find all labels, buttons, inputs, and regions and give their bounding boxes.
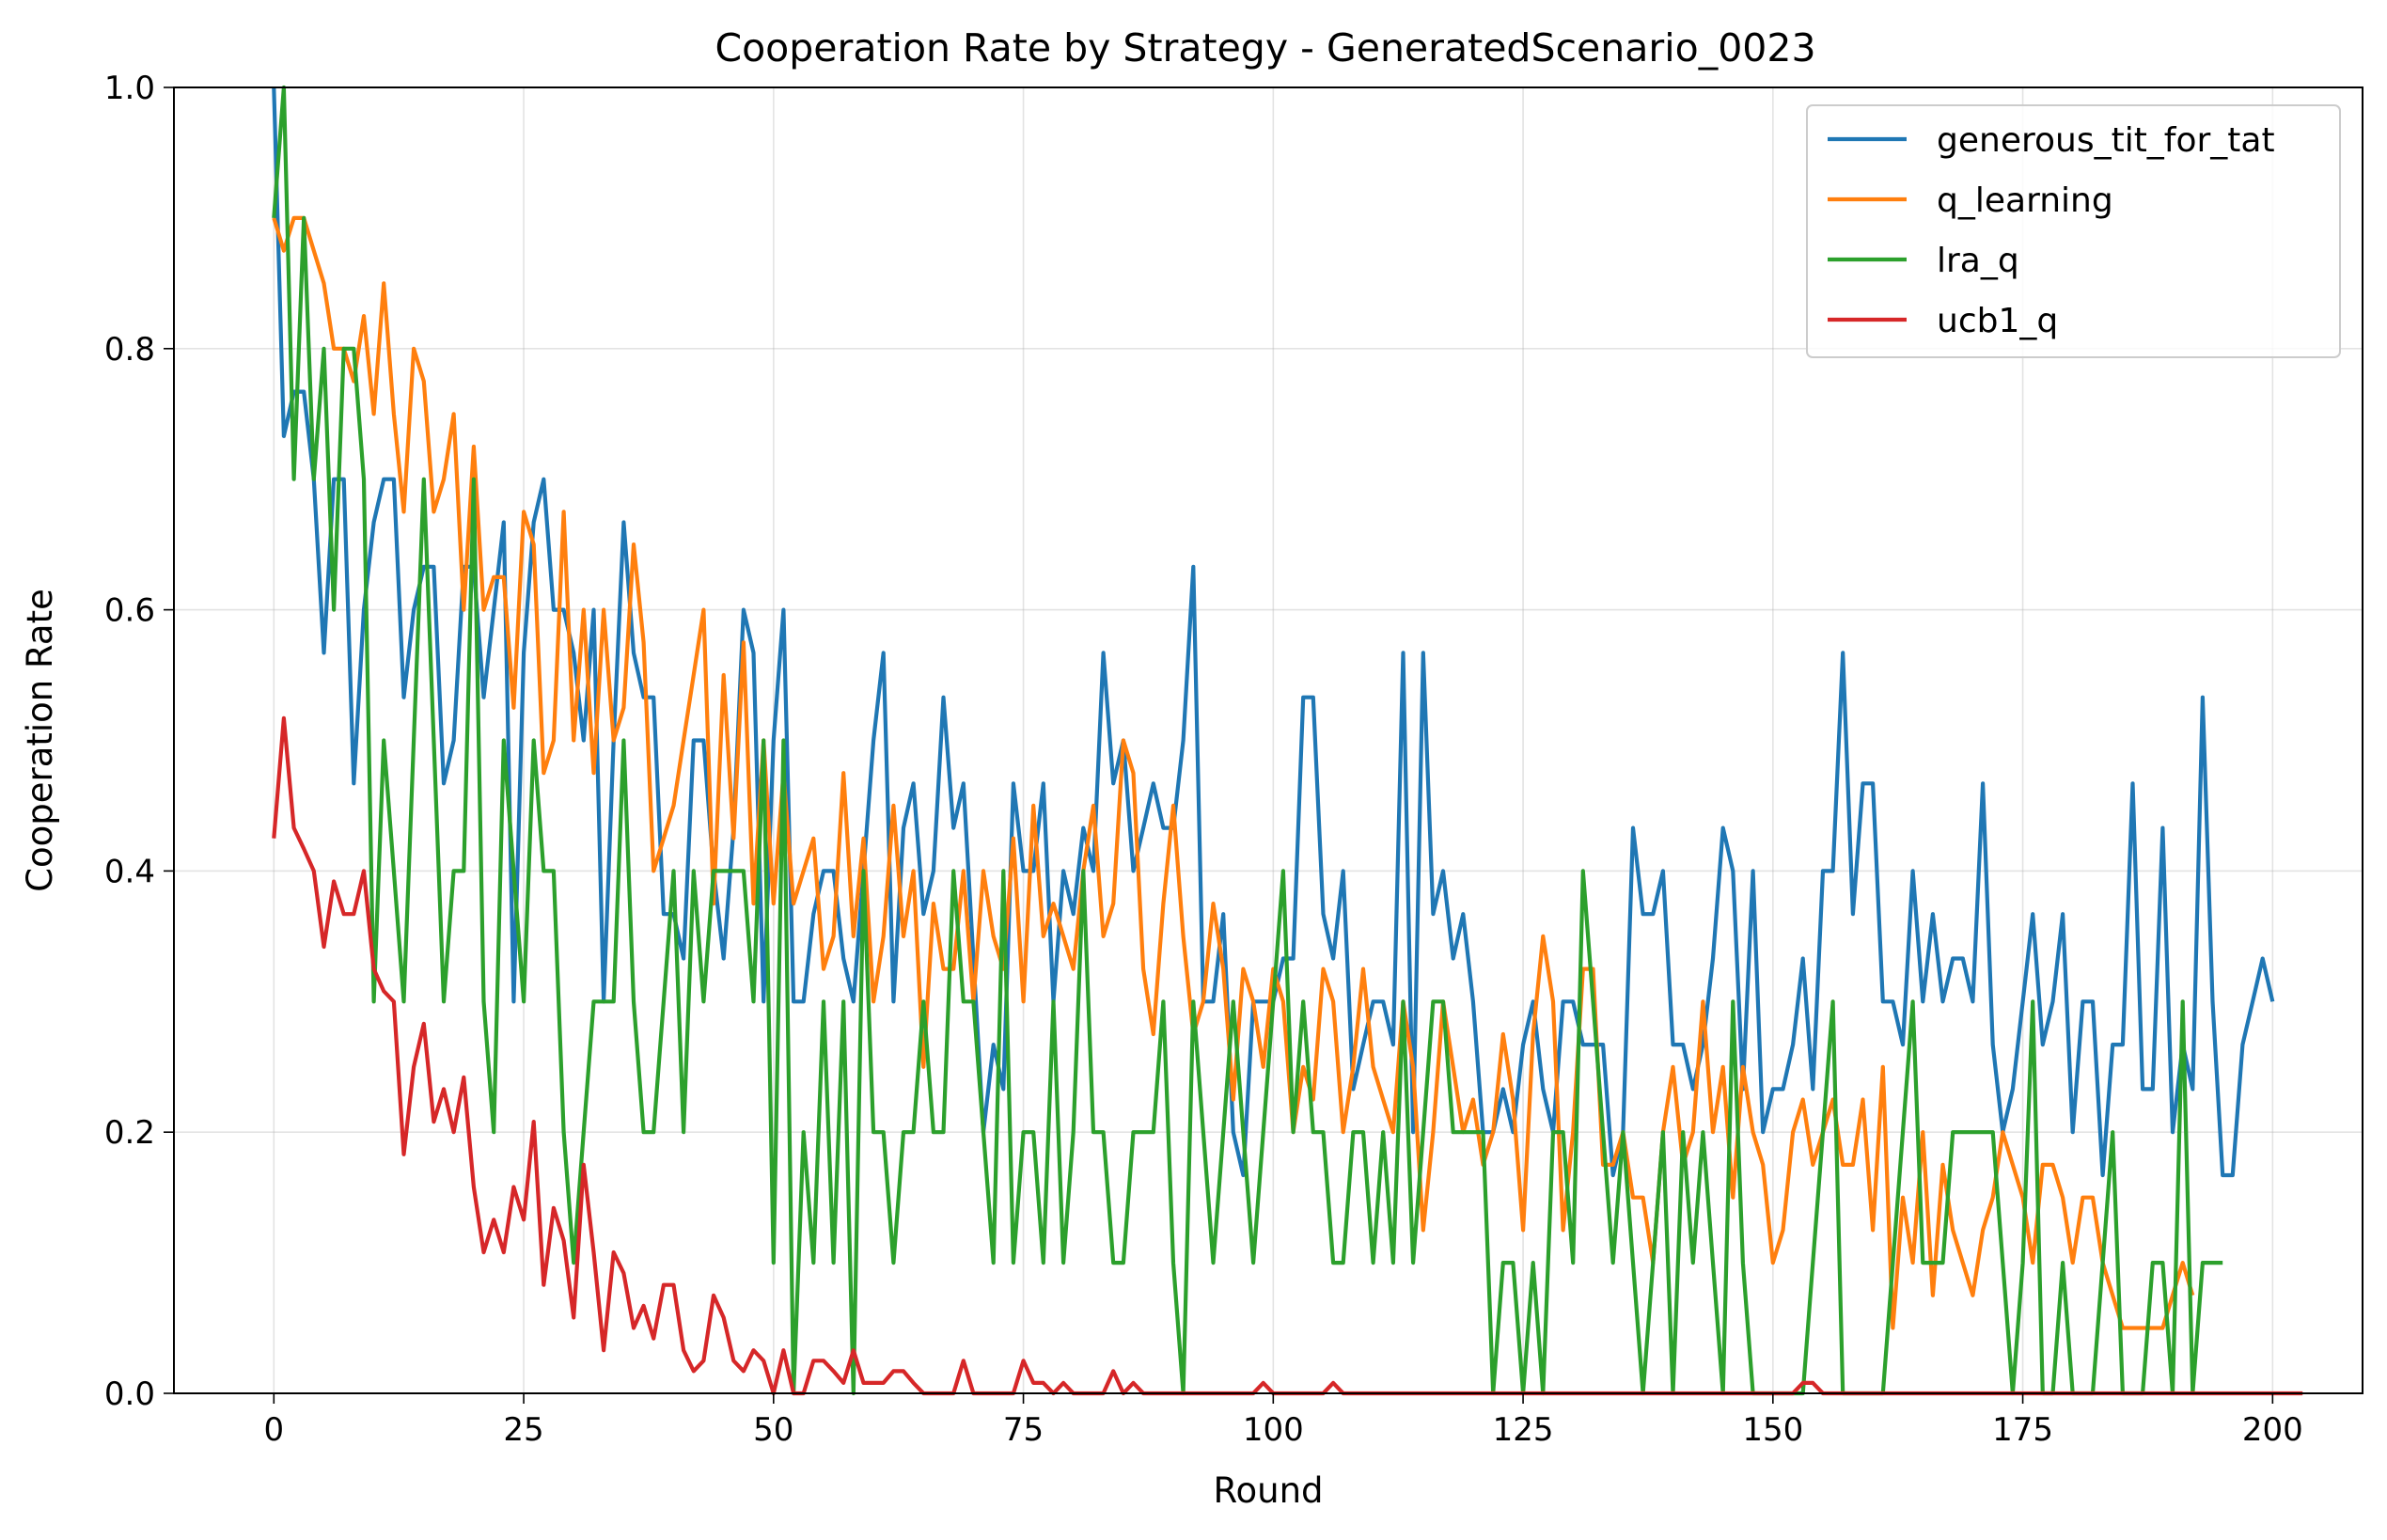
x-axis-label: Round xyxy=(1213,1470,1323,1511)
chart-title: Cooperation Rate by Strategy - Generated… xyxy=(715,25,1815,71)
legend-label: generous_tit_for_tat xyxy=(1937,121,2275,160)
x-axis-ticks: 0 25 50 75 100 125 150 175 200 xyxy=(263,1393,2303,1449)
legend-label: ucb1_q xyxy=(1937,302,2058,340)
x-tick-label: 0 xyxy=(263,1411,284,1449)
x-tick-label: 125 xyxy=(1493,1411,1554,1449)
x-tick-label: 100 xyxy=(1243,1411,1304,1449)
y-tick-label: 0.6 xyxy=(104,592,155,630)
x-tick-label: 25 xyxy=(503,1411,543,1449)
y-axis-ticks: 0.0 0.2 0.4 0.6 0.8 1.0 xyxy=(104,70,174,1413)
legend-label: lra_q xyxy=(1937,242,2019,280)
x-tick-label: 175 xyxy=(1992,1411,2053,1449)
y-tick-label: 0.8 xyxy=(104,331,155,369)
series-line-q-learning xyxy=(272,215,2195,1330)
x-tick-label: 75 xyxy=(1003,1411,1044,1449)
x-tick-label: 150 xyxy=(1742,1411,1803,1449)
legend-label: q_learning xyxy=(1937,181,2113,220)
y-tick-label: 0.4 xyxy=(104,853,155,890)
y-tick-label: 1.0 xyxy=(104,70,155,107)
legend-box xyxy=(1806,104,2341,358)
y-tick-label: 0.0 xyxy=(104,1375,155,1413)
y-tick-label: 0.2 xyxy=(104,1114,155,1152)
legend: generous_tit_for_tat q_learning lra_q ucb1_… xyxy=(1806,104,2341,358)
plot-area-frame xyxy=(173,86,2363,1394)
x-tick-label: 50 xyxy=(753,1411,793,1449)
x-tick-label: 200 xyxy=(2242,1411,2303,1449)
y-axis-label: Cooperation Rate xyxy=(20,589,60,892)
series-line-lra-q xyxy=(272,85,2223,1396)
